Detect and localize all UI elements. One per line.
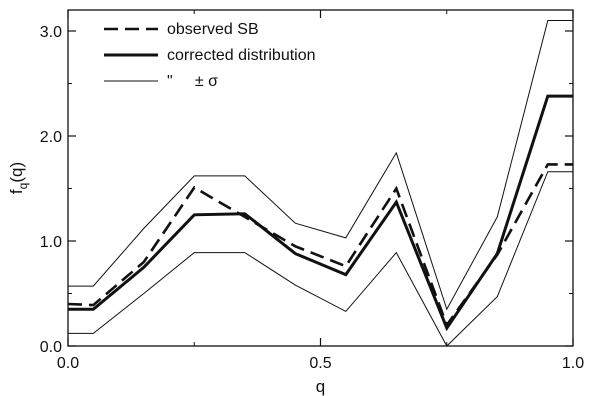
x-tick-label: 0.5 [309, 355, 331, 372]
series-line-4 [68, 171, 573, 347]
y-tick-label: 3.0 [40, 24, 62, 41]
legend-label: " ± σ [167, 73, 218, 90]
tick-labels: 0.0 0.5 1.0 0.0 1.0 2.0 3.0 [40, 24, 584, 372]
y-axis-title-subscript: q [16, 183, 30, 190]
legend-label: corrected distribution [167, 47, 316, 64]
series-line-1 [67, 163, 573, 328]
y-tick-label: 2.0 [40, 129, 62, 146]
x-tick-label: 0.0 [57, 355, 79, 372]
legend: observed SB corrected distribution " ± σ [104, 21, 316, 90]
y-tick-label: 1.0 [40, 234, 62, 251]
legend-label: observed SB [167, 21, 259, 38]
y-axis-title-main: f [7, 189, 26, 194]
y-axis-title: fq(q) [7, 162, 30, 194]
y-tick-label: 0.0 [40, 339, 62, 356]
x-axis-title: q [316, 377, 325, 396]
series-line-3 [68, 20, 573, 311]
y-axis-title-suffix: (q) [7, 162, 26, 183]
series-lines [67, 20, 573, 347]
series-line-2 [68, 94, 573, 332]
x-tick-label: 1.0 [562, 355, 584, 372]
axis-ticks [67, 10, 574, 347]
